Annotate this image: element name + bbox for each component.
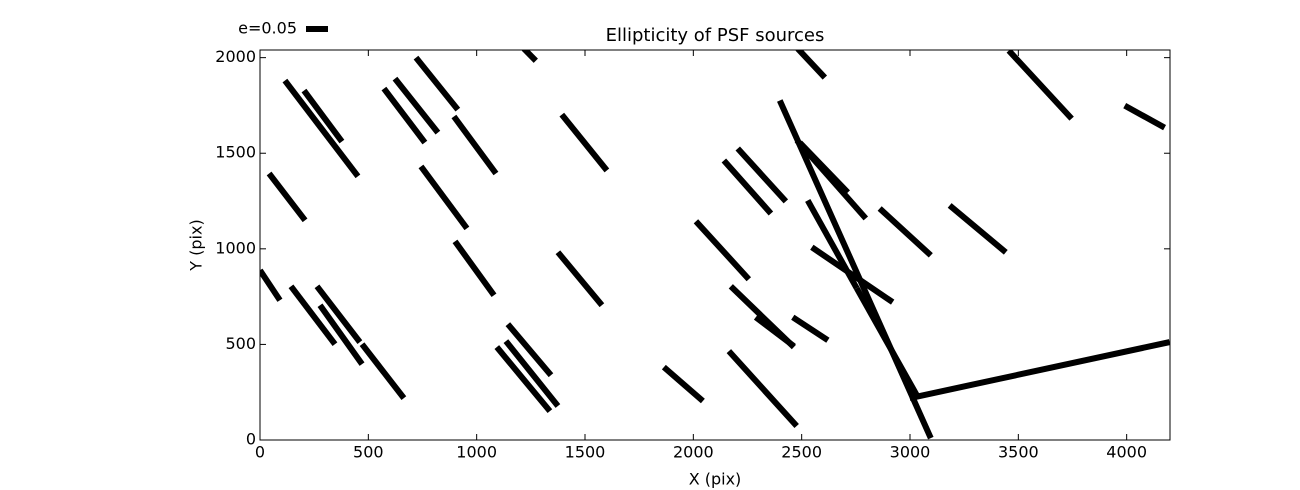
whisker <box>494 345 553 414</box>
whisker <box>503 339 561 408</box>
whisker <box>282 78 361 179</box>
plot-area <box>260 50 1170 440</box>
whisker <box>451 114 499 176</box>
whisker <box>359 342 407 400</box>
x-tick-label: 1500 <box>565 443 606 462</box>
whisker <box>1006 50 1074 121</box>
whisker <box>795 50 828 80</box>
x-tick-label: 0 <box>255 443 265 462</box>
whisker <box>753 314 796 349</box>
plot-frame <box>259 49 1171 441</box>
x-tick-label: 4000 <box>1106 443 1147 462</box>
whisker <box>392 76 441 135</box>
whisker <box>521 50 538 63</box>
y-tick-label: 0 <box>246 430 256 449</box>
whisker <box>721 158 774 216</box>
chart-title: Ellipticity of PSF sources <box>606 25 825 46</box>
whisker <box>266 171 308 223</box>
whisker <box>797 140 850 195</box>
whisker <box>559 112 610 173</box>
whisker <box>777 99 934 440</box>
whisker <box>854 286 920 397</box>
x-tick-label: 500 <box>353 443 384 462</box>
whisker <box>381 86 428 145</box>
whisker <box>909 339 1170 402</box>
y-tick-label: 2000 <box>215 47 256 66</box>
whisker <box>452 239 497 298</box>
x-tick-label: 2000 <box>673 443 714 462</box>
x-tick-label: 3000 <box>890 443 931 462</box>
whisker <box>877 206 933 258</box>
whisker <box>726 349 799 429</box>
whisker <box>693 219 752 282</box>
y-axis-label: Y (pix) <box>187 219 206 271</box>
x-tick-label: 2500 <box>781 443 822 462</box>
whisker <box>301 88 345 144</box>
whisker <box>413 55 461 112</box>
whisker <box>1123 103 1167 131</box>
whisker <box>314 284 363 344</box>
x-tick-label: 1000 <box>456 443 497 462</box>
whisker <box>288 284 338 347</box>
whisker <box>661 364 705 404</box>
whisker <box>555 250 605 308</box>
x-axis-label: X (pix) <box>689 470 742 489</box>
y-tick-label: 1500 <box>215 143 256 162</box>
whisker <box>810 244 895 305</box>
whisker <box>317 303 365 366</box>
whisker <box>505 322 554 378</box>
whisker <box>947 203 1008 255</box>
whisker <box>260 268 283 302</box>
whisker <box>418 164 470 231</box>
whisker <box>735 146 789 204</box>
x-tick-label: 3500 <box>998 443 1039 462</box>
y-tick-label: 500 <box>225 334 256 353</box>
whisker <box>791 314 830 343</box>
y-tick-label: 1000 <box>215 238 256 257</box>
legend-label: e=0.05 <box>238 19 297 38</box>
